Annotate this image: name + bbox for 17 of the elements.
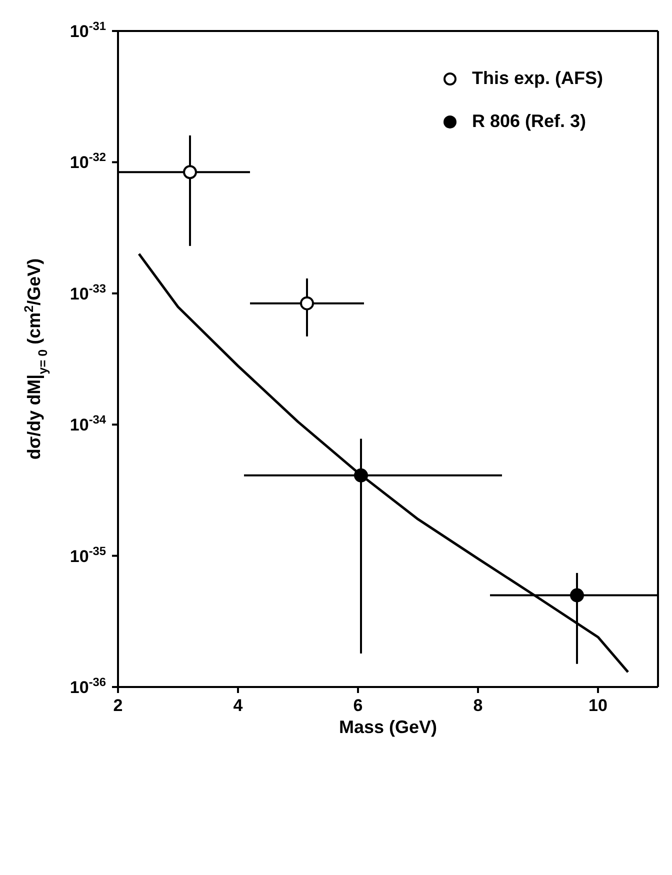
y-tick-label: 10$^{-31}$ — [70, 19, 106, 41]
x-tick-label: 2 — [113, 696, 123, 715]
legend-label: This exp. (AFS) — [472, 68, 603, 89]
y-tick-label: 10$^{-34}$ — [70, 412, 106, 435]
legend-label: R 806 (Ref. 3) — [472, 111, 586, 132]
x-axis-title: Mass (GeV) — [338, 717, 438, 737]
x-tick-label: 8 — [473, 696, 483, 715]
y-tick-label: 10$^{-36}$ — [70, 675, 106, 697]
point — [300, 296, 314, 310]
y-tick-label: 10$^{-33}$ — [70, 281, 106, 304]
y-tick-label: 10$^{-32}$ — [70, 150, 106, 172]
x-tick-label: 6 — [353, 696, 363, 715]
y-tick-label: 10$^{-35}$ — [70, 544, 106, 566]
x-tick-label: 10 — [588, 696, 608, 715]
x-tick-label: 4 — [233, 696, 244, 715]
point — [570, 588, 584, 602]
point — [183, 165, 197, 180]
